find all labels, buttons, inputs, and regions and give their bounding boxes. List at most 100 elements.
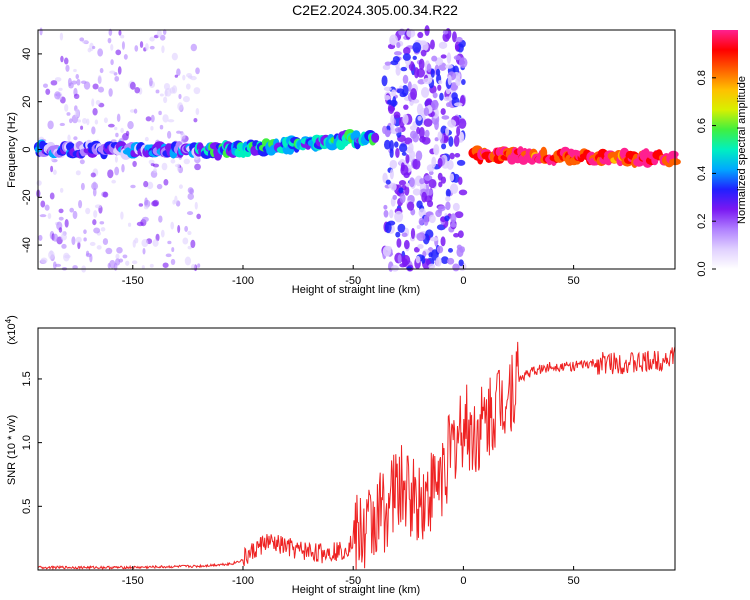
heatmap-cell [134,45,139,52]
heatmap-cell [110,59,114,66]
heatmap-cell [94,204,102,209]
heatmap-cell [161,45,165,54]
heatmap-cell [381,75,388,87]
heatmap-cell [190,239,196,249]
heatmap-cell [431,156,437,168]
heatmap-cell [410,228,416,240]
heatmap-cell [393,111,401,119]
heatmap-cell [418,126,425,139]
heatmap-cell [406,266,412,271]
heatmap-cell [111,179,117,184]
heatmap-cell [412,158,421,170]
heatmap-cell [75,170,81,176]
heatmap-cell [423,107,430,117]
heatmap-cell [63,57,69,65]
heatmap-cell [60,233,67,241]
heatmap-cell [413,67,420,79]
heatmap-cell [127,222,132,227]
snr-ylabel: SNR (10 * v/v) [6,415,18,485]
heatmap-cell [456,126,461,137]
heatmap-cell [430,39,435,50]
heatmap-cell [159,124,164,130]
heatmap-cell [416,224,421,230]
colorbar-tick-label: 0.0 [696,261,708,276]
heatmap-cell [170,158,176,164]
heatmap-cell [437,205,446,212]
heatmap-cell [456,244,463,250]
heatmap-cell [54,91,61,100]
heatmap-cell [421,41,429,52]
heatmap-cell [423,77,433,84]
heatmap-cell [398,143,408,153]
heatmap-cell [80,125,84,130]
heatmap-cell [149,263,154,268]
heatmap-cell [58,87,63,91]
heatmap-cell [418,58,425,70]
heatmap-cell [389,148,394,158]
heatmap-feature [194,129,380,161]
heatmap-cell [47,120,54,130]
heatmap-cell [428,170,434,176]
heatmap-cell [91,182,99,191]
heatmap-cell [455,44,460,51]
heatmap-cell [143,205,149,210]
heatmap-cell [121,41,125,50]
heatmap-cell [72,210,78,220]
heatmap-cell [396,42,401,49]
heatmap-cell [117,66,122,75]
heatmap-cell [186,211,194,216]
heatmap-cell [415,150,423,161]
heatmap-cell [52,169,57,175]
heatmap-cell [430,99,439,111]
heatmap-cell [90,172,96,178]
heatmap-cell [420,49,427,57]
heatmap-cell [44,204,50,211]
heatmap-cell [393,51,402,56]
heatmap-cell [164,89,168,97]
heatmap-cell [42,83,48,88]
heatmap-cell [165,253,172,258]
heatmap-cell [383,209,389,218]
heatmap-cell [92,83,99,90]
heatmap-cell [384,61,392,66]
heatmap-cell [437,131,443,140]
heatmap-cell [156,183,163,190]
heatmap-cell [440,236,446,247]
heatmap-cell [107,123,115,128]
heatmap-cell [176,68,181,77]
heatmap-cell [174,74,179,78]
heatmap-cell [428,214,436,224]
colorbar-tick-label: 0.8 [696,70,708,85]
heatmap-cell [155,89,160,94]
heatmap-cell [398,180,407,186]
heatmap-cell [395,231,401,238]
heatmap-cell [149,36,155,42]
heatmap-cell [382,245,392,257]
heatmap-cell [163,179,169,186]
heatmap-cell [116,246,123,254]
heatmap-cell [121,164,125,173]
heatmap-cell [162,114,169,123]
heatmap-cell [428,252,433,258]
heatmap-cell [441,115,450,120]
heatmap-cell [39,214,47,218]
heatmap-cell [92,107,98,116]
heatmap-cell [391,265,399,272]
heatmap-cell [440,108,446,115]
heatmap-cell [40,257,48,264]
heatmap-cell [401,151,407,156]
heatmap-cell [40,200,46,208]
heatmap-cell [77,119,82,123]
heatmap-cell [423,215,429,226]
heatmap-cell [64,104,69,112]
heatmap-cell [83,81,91,90]
heatmap-cell [412,55,417,61]
heatmap-cell [115,253,120,260]
heatmap-cell [382,64,391,71]
heatmap-cell [49,192,55,200]
heatmap-cell [441,143,447,150]
heatmap-cell [108,28,113,36]
heatmap-cell [89,241,96,246]
heatmap-cell [447,119,457,128]
heatmap-cell [187,187,194,194]
